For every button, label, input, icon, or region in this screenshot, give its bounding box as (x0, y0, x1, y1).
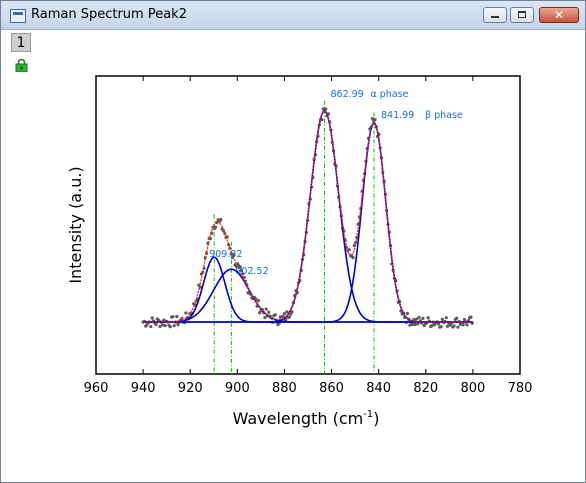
x-tick-label-860: 860 (319, 381, 344, 396)
layer-tab[interactable]: 1 (11, 33, 31, 52)
y-axis-title: Intensity (a.u.) (66, 166, 85, 283)
data-point (417, 315, 421, 320)
peak-marker-lines (213, 100, 375, 374)
data-point (370, 116, 375, 121)
data-point (439, 325, 443, 329)
x-tick-label-960: 960 (84, 381, 109, 396)
data-point (287, 315, 292, 319)
x-tick-label-940: 940 (131, 381, 156, 396)
graph-window-icon (10, 9, 26, 23)
data-point (285, 310, 289, 314)
data-point (149, 324, 153, 329)
data-point (440, 317, 444, 321)
data-point (267, 310, 271, 314)
data-point (461, 323, 465, 327)
peak-annotations: 909.82 902.52 862.99 α phase 841.99 β phase (209, 89, 463, 277)
data-point (168, 325, 172, 329)
data-point (281, 315, 285, 319)
fit-curve (143, 109, 473, 323)
data-point (373, 118, 377, 122)
window-title: Raman Spectrum Peak2 (31, 7, 187, 22)
x-axis-title-close: ) (373, 409, 379, 428)
data-point (241, 272, 245, 276)
data-point (273, 313, 277, 317)
data-point (175, 314, 179, 319)
x-tick-label-900: 900 (225, 381, 250, 396)
data-point (413, 322, 417, 327)
data-point (430, 324, 434, 328)
maximize-icon (518, 11, 526, 18)
data-point (444, 316, 448, 320)
minimize-icon (491, 16, 499, 18)
plot-frame (95, 75, 521, 375)
data-point (158, 324, 162, 329)
x-tick-label-840: 840 (366, 381, 391, 396)
x-tick-label-920: 920 (178, 381, 203, 396)
data-point (172, 324, 176, 328)
x-axis-ticks: 960 940 920 900 880 860 840 820 800 780 (84, 76, 533, 396)
data-point (239, 268, 244, 272)
x-tick-label-820: 820 (413, 381, 438, 396)
data-point (154, 322, 158, 326)
data-point (405, 311, 409, 316)
data-point (184, 311, 188, 315)
data-point (162, 318, 166, 322)
data-point (456, 325, 460, 329)
data-point (351, 256, 355, 260)
maximize-button[interactable] (510, 7, 534, 23)
x-tick-label-780: 780 (508, 381, 533, 396)
data-point (256, 299, 261, 303)
close-button[interactable]: ✕ (539, 7, 579, 23)
data-point (462, 317, 467, 322)
data-point (410, 322, 415, 327)
lock-icon[interactable] (15, 59, 28, 72)
data-point (171, 315, 175, 319)
data-point (445, 324, 450, 328)
data-point (414, 317, 419, 321)
title-bar[interactable]: Raman Spectrum Peak2 ✕ (1, 1, 585, 30)
annotation-2: 862.99 (331, 89, 364, 100)
data-point (469, 315, 473, 319)
data-point (465, 323, 469, 327)
data-point (176, 323, 180, 327)
data-point (426, 316, 430, 320)
data-point (455, 316, 459, 320)
x-axis-title-unit: (cm (333, 409, 364, 428)
x-axis-title-main: Wavelength (233, 409, 328, 428)
data-point (321, 107, 325, 111)
data-point (163, 324, 167, 328)
cumulative-fit-curve (143, 109, 473, 323)
data-point (150, 316, 154, 320)
data-point (324, 107, 328, 111)
annotation-1: 902.52 (235, 266, 268, 277)
data-point (214, 225, 218, 229)
x-axis-title-sup: -1 (363, 409, 373, 420)
data-point (160, 323, 165, 327)
data-point (452, 324, 456, 328)
minimize-button[interactable] (483, 7, 507, 23)
peak-curve-3 (143, 121, 473, 323)
annotation-4: 841.99 (381, 110, 414, 121)
annotation-5: β phase (425, 110, 463, 121)
data-point (157, 318, 161, 322)
data-point (416, 322, 420, 326)
x-tick-label-880: 880 (272, 381, 297, 396)
x-tick-label-800: 800 (460, 381, 485, 396)
data-point (408, 323, 412, 327)
data-point (290, 310, 294, 314)
close-icon: ✕ (553, 8, 565, 22)
data-point (238, 265, 242, 269)
data-point (282, 312, 286, 316)
data-point (421, 316, 425, 320)
data-point (264, 307, 268, 311)
annotation-0: 909.82 (209, 249, 242, 260)
data-point (436, 322, 441, 326)
x-axis-title: Wavelength (cm-1) (233, 409, 380, 428)
data-point (263, 316, 267, 320)
annotation-3: α phase (371, 89, 409, 100)
data-point (219, 218, 223, 222)
